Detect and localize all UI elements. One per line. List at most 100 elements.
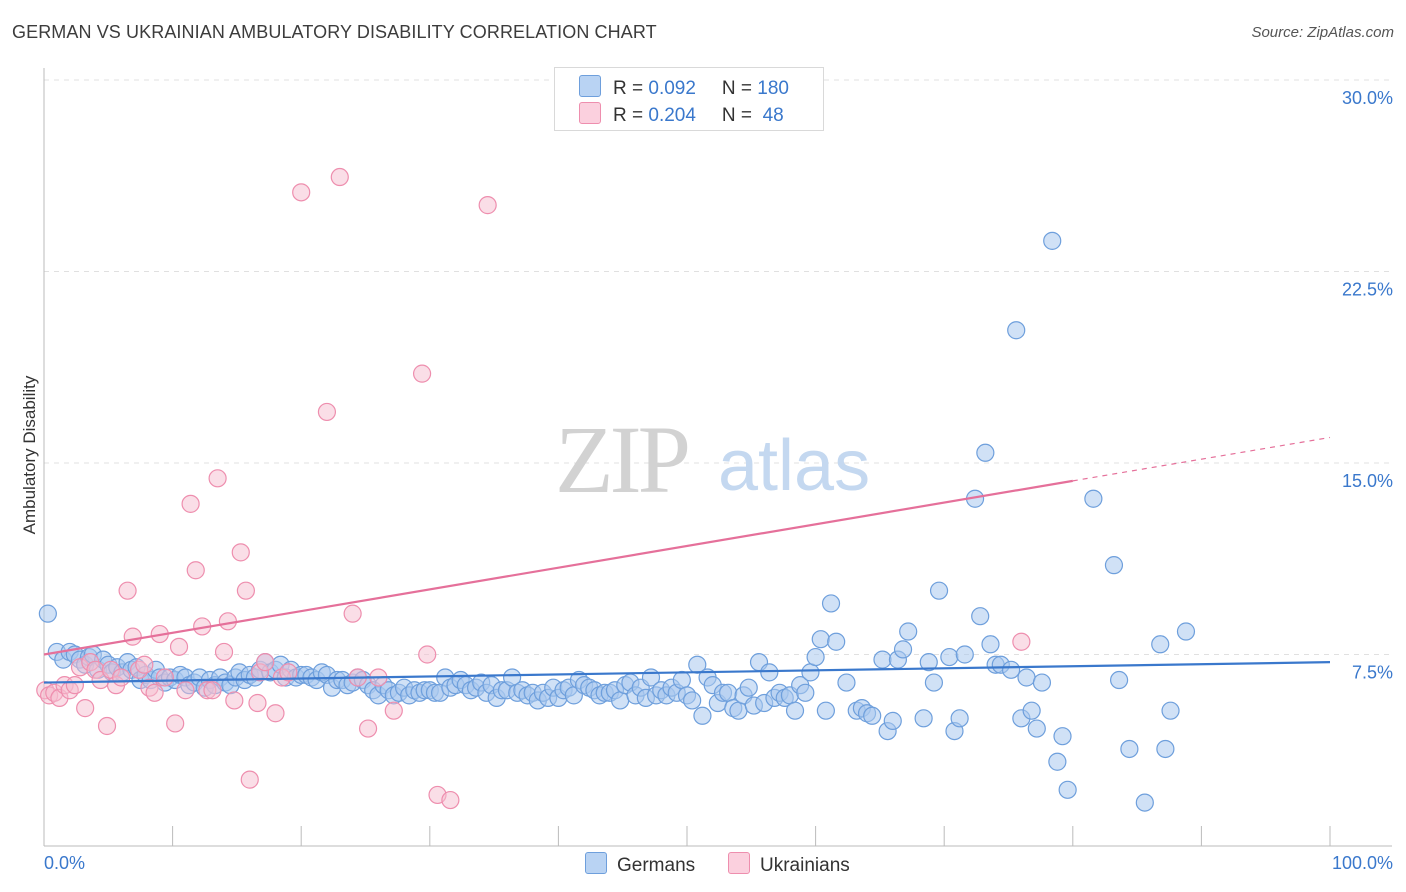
point-germans (971, 607, 990, 626)
gridlines (44, 79, 1392, 655)
point-ukrainians (412, 364, 432, 383)
point-ukrainians (76, 699, 95, 718)
point-ukrainians (266, 704, 285, 723)
point-ukrainians (478, 196, 497, 215)
chart-title: GERMAN VS UKRAINIAN AMBULATORY DISABILIT… (12, 22, 657, 42)
point-ukrainians (118, 581, 137, 600)
point-germans (1151, 635, 1170, 654)
y-tick-label: 30.0% (1342, 88, 1393, 108)
point-ukrainians (135, 655, 154, 674)
point-ukrainians (65, 676, 84, 695)
point-germans (739, 678, 758, 697)
point-germans (950, 709, 969, 728)
point-germans (924, 673, 944, 692)
y-axis-label: Ambulatory Disability (20, 375, 39, 535)
bottom-legend-label-germans: Germans (617, 855, 696, 876)
legend-n-label: N = (721, 105, 758, 126)
point-ukrainians (145, 683, 164, 702)
point-ukrainians (218, 612, 237, 631)
trend-line-ukrainians (43, 479, 1073, 656)
point-germans (914, 709, 933, 728)
series-ukrainians (36, 167, 1031, 810)
legend-n-value: 48 (757, 105, 784, 126)
point-ukrainians (248, 693, 267, 713)
point-germans (955, 645, 974, 664)
point-ukrainians (231, 543, 250, 562)
point-germans (38, 604, 57, 623)
x-tick-label: 0.0% (44, 853, 85, 873)
point-germans (811, 630, 830, 649)
point-ukrainians (203, 681, 222, 700)
point-germans (611, 691, 630, 710)
point-ukrainians (1012, 632, 1031, 651)
point-germans (1058, 780, 1077, 799)
x-tick-label: 100.0% (1332, 853, 1393, 873)
axes (43, 68, 1392, 847)
series-germans (38, 231, 1196, 812)
point-ukrainians (330, 167, 349, 187)
point-ukrainians (317, 402, 337, 422)
legend-n-label: N = (721, 78, 758, 99)
point-ukrainians (176, 681, 195, 700)
point-germans (827, 632, 846, 651)
point-ukrainians (418, 645, 437, 664)
trend-lines (43, 436, 1331, 684)
point-ukrainians (97, 716, 117, 736)
point-germans (1001, 660, 1021, 679)
bottom-legend-ukrainians: Ukrainians (728, 852, 850, 877)
point-germans (976, 443, 995, 462)
point-germans (1084, 489, 1103, 508)
point-germans (1104, 556, 1124, 575)
point-germans (1161, 701, 1180, 720)
point-ukrainians (225, 691, 244, 710)
point-germans (899, 622, 918, 641)
source-credit: Source: ZipAtlas.com (1251, 24, 1394, 41)
point-germans (672, 670, 691, 690)
watermark-zip: ZIP (555, 406, 688, 513)
y-tick-label: 7.5% (1352, 663, 1393, 683)
point-germans (821, 594, 841, 613)
point-germans (1120, 739, 1139, 759)
legend-r-label: R = (613, 78, 649, 99)
point-germans (863, 706, 882, 725)
bottom-legend-label-ukrainians: Ukrainians (760, 855, 850, 876)
point-germans (1135, 793, 1154, 812)
watermark: ZIP atlas (555, 406, 870, 513)
point-ukrainians (240, 770, 259, 789)
point-ukrainians (236, 581, 256, 600)
point-germans (919, 653, 938, 672)
point-germans (1109, 670, 1129, 690)
bottom-legend-swatch-germans (585, 852, 607, 874)
point-germans (929, 581, 949, 600)
point-germans (837, 673, 856, 692)
point-germans (816, 701, 835, 720)
point-ukrainians (123, 627, 142, 646)
point-germans (1053, 727, 1072, 746)
y-tick-label: 15.0% (1342, 471, 1393, 491)
watermark-atlas: atlas (718, 426, 870, 506)
point-ukrainians (441, 790, 460, 810)
legend-swatch-germans (579, 75, 601, 97)
point-germans (729, 701, 748, 720)
trend-line-germans (43, 661, 1331, 684)
point-germans (1022, 701, 1041, 720)
point-ukrainians (112, 668, 131, 687)
point-germans (806, 647, 825, 667)
point-germans (873, 650, 892, 669)
point-germans (1043, 231, 1062, 250)
point-germans (1017, 668, 1036, 687)
x-tick-labels: 0.0% 100.0% (44, 853, 1393, 873)
point-germans (1156, 739, 1175, 759)
point-germans (1007, 321, 1026, 340)
point-ukrainians (384, 701, 403, 720)
point-germans (1032, 673, 1052, 692)
legend-r-value: 0.204 (648, 105, 696, 126)
correlation-legend: R = 0.092 N = 180 R = 0.204 N = 48 (554, 67, 824, 131)
legend-row-ukrainians: R = 0.204 N = 48 (579, 102, 784, 126)
point-germans (796, 683, 815, 702)
point-germans (940, 647, 959, 667)
bottom-legend-germans: Germans (585, 852, 695, 877)
point-germans (785, 701, 805, 720)
point-germans (1176, 622, 1196, 641)
